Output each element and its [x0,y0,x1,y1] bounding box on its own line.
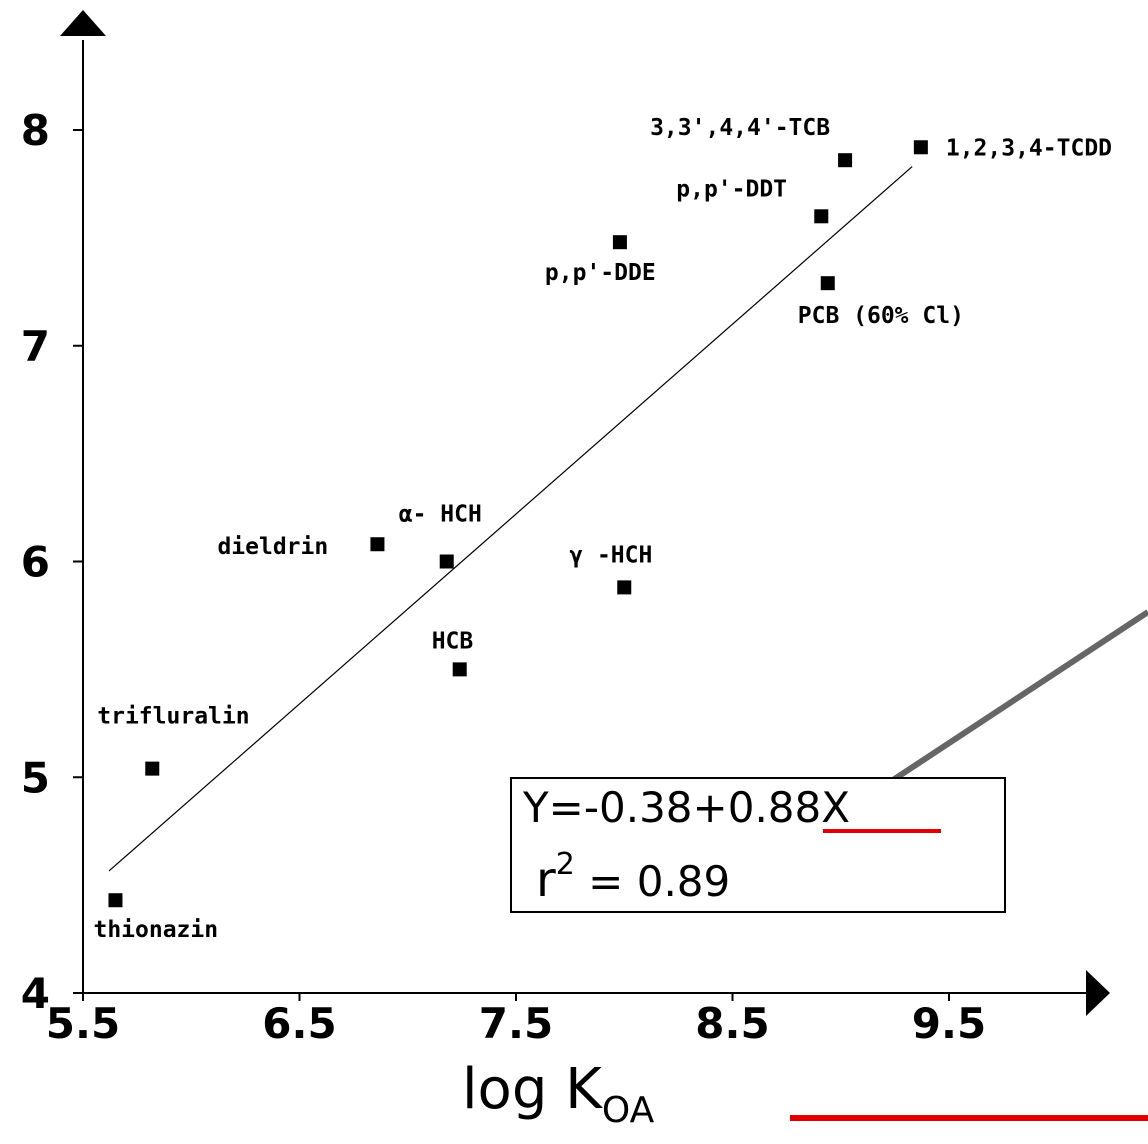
r2-text: r2 = 0.89 [536,847,730,908]
point-label: trifluralin [97,704,249,730]
x-axis-label-subscript: OA [602,1090,655,1131]
data-point [913,140,928,155]
callout-line [891,609,1148,783]
equation-text: Y=-0.38+0.88X [522,783,850,832]
equation-suffix: X [821,783,850,832]
point-label: p,p'-DDT [676,176,787,202]
y-tick-label: 5 [21,753,50,802]
x-tick-label: 7.5 [479,999,553,1048]
y-axis-arrow [60,10,106,36]
axes [60,10,1110,1016]
equation-slope: 0.88 [728,783,822,832]
tick-labels: 4 5 6 7 8 5.5 6.5 7.5 8.5 9.5 [21,106,986,1048]
r2-superscript: 2 [556,847,575,882]
fit-line [108,166,913,872]
point-label: PCB (60% Cl) [798,303,964,329]
data-point [814,209,829,224]
equation-box [510,777,1006,913]
x-axis-label-main: log K [462,1057,603,1122]
x-tick-label: 9.5 [912,999,986,1048]
y-tick-label: 6 [21,538,50,587]
data-point [439,554,454,569]
r2-value: = 0.89 [575,857,730,906]
data-point [108,893,123,908]
data-point [820,276,835,291]
data-point [838,153,853,168]
data-point [370,537,385,552]
point-label: p,p'-DDE [545,260,656,286]
point-label: thionazin [93,917,218,943]
data-point [612,235,627,250]
data-point [617,580,632,595]
point-label: 1,2,3,4-TCDD [946,135,1112,161]
x-axis-label: log KOA [462,1057,655,1131]
x-tick-label: 8.5 [695,999,769,1048]
data-point [145,761,160,776]
x-tick-label: 5.5 [46,999,120,1048]
point-label: HCB [432,628,474,654]
point-label: γ -HCH [569,542,652,568]
y-tick-label: 7 [21,322,50,371]
point-label: 3,3',4,4'-TCB [650,115,830,141]
point-label: dieldrin [217,534,328,560]
x-tick-label: 6.5 [262,999,336,1048]
point-label: α- HCH [399,502,482,528]
x-axis-arrow [1086,970,1110,1016]
data-points [108,140,928,908]
point-labels: thionazin trifluralin dieldrin α- HCH HCB γ -… [93,115,1112,943]
y-tick-label: 8 [21,106,50,155]
r2-symbol: r [536,852,556,908]
y-tick-label: 4 [21,969,50,1018]
regression-line [108,166,913,872]
equation-prefix: Y=-0.38+ [522,783,728,832]
data-point [452,662,467,677]
